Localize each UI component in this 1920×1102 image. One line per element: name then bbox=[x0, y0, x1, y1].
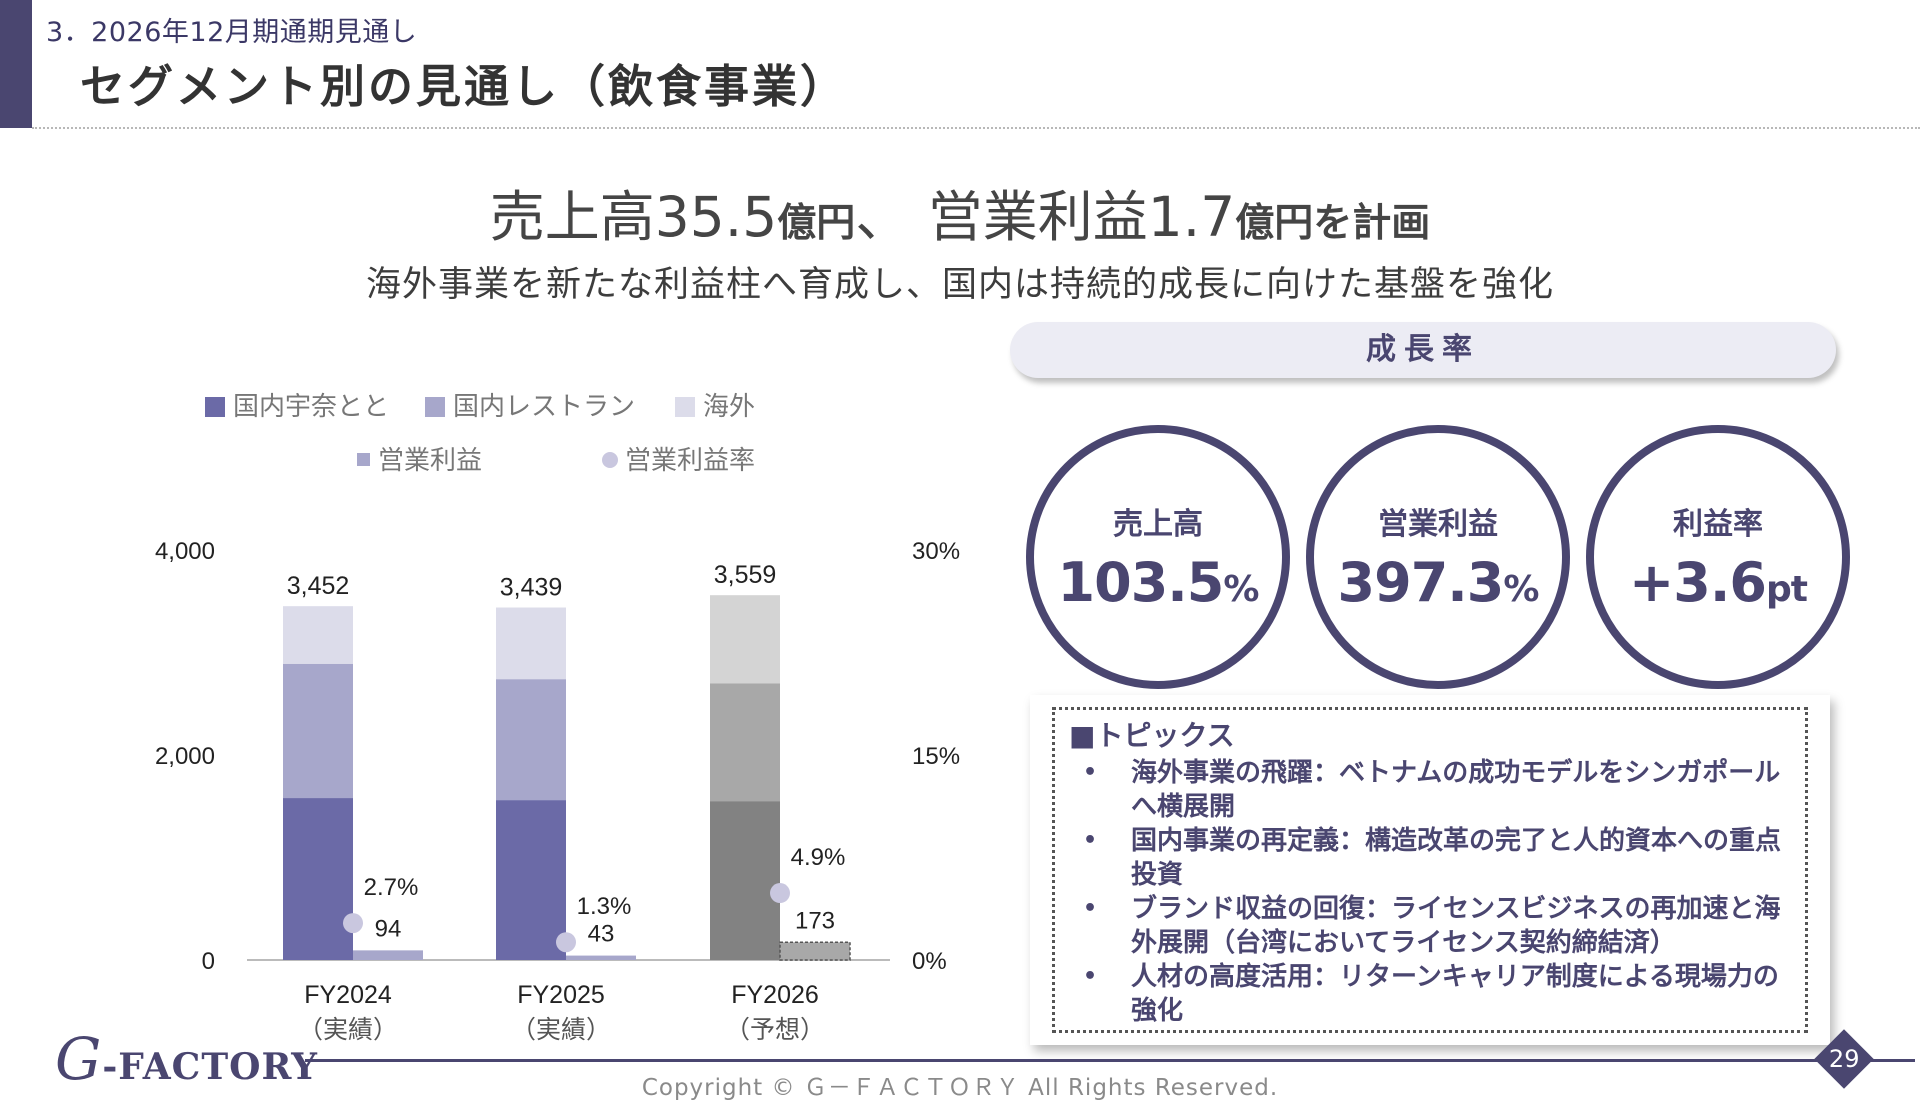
growth-rate-header: 成長率 bbox=[1010, 322, 1836, 378]
bar-segment bbox=[710, 801, 780, 960]
bar-segment bbox=[496, 679, 566, 801]
growth-number: 397.3 bbox=[1337, 551, 1505, 614]
topics-list: 海外事業の飛躍：ベトナムの成功モデルをシンガポールへ横展開 国内事業の再定義：構… bbox=[1069, 756, 1789, 1028]
growth-unit: % bbox=[1223, 569, 1259, 610]
topics-heading: ■トピックス bbox=[1069, 719, 1235, 752]
legend-swatch bbox=[357, 453, 370, 466]
legend-swatch bbox=[675, 397, 695, 417]
growth-number: +3.6 bbox=[1629, 551, 1767, 614]
growth-label: 営業利益 bbox=[1378, 507, 1498, 542]
headline-subtext: 海外事業を新たな利益柱へ育成し、国内は持続的成長に向けた基盤を強化 bbox=[365, 265, 1554, 305]
legend-label: 営業利益 bbox=[378, 445, 482, 475]
growth-value: 397.3% bbox=[1314, 551, 1562, 614]
footer-divider bbox=[305, 1059, 1915, 1062]
bar-segment bbox=[283, 798, 353, 960]
topic-item: ブランド収益の回復：ライセンスビジネスの再加速と海外展開（台湾においてライセンス… bbox=[1069, 892, 1789, 960]
op-profit-label: 43 bbox=[588, 921, 615, 948]
category-label: FY2026 bbox=[731, 981, 819, 1009]
headline-unit-1: 億円 bbox=[777, 201, 856, 246]
op-margin-label: 1.3% bbox=[577, 893, 632, 920]
growth-label: 売上高 bbox=[1113, 507, 1203, 542]
bar-total-label: 3,452 bbox=[287, 572, 350, 600]
bar-segment bbox=[496, 607, 566, 680]
headline-profit: 、 営業利益1.7 bbox=[855, 185, 1236, 249]
topics-panel: ■トピックス 海外事業の飛躍：ベトナムの成功モデルをシンガポールへ横展開 国内事… bbox=[1030, 695, 1830, 1045]
op-margin-point bbox=[770, 883, 790, 904]
op-margin-label: 4.9% bbox=[791, 844, 846, 871]
op-profit-bar bbox=[353, 950, 423, 960]
section-label: 3．2026年12月期通期見通し bbox=[46, 17, 418, 48]
growth-number: 103.5 bbox=[1057, 551, 1225, 614]
bar-segment bbox=[710, 595, 780, 684]
bar-segment bbox=[283, 606, 353, 664]
growth-circle-operating-profit: 営業利益 397.3% bbox=[1306, 425, 1570, 689]
headline-unit-2: 億円を計画 bbox=[1235, 201, 1431, 246]
axis-tick-right: 0% bbox=[912, 948, 947, 975]
growth-label: 利益率 bbox=[1673, 507, 1763, 542]
topics-frame: ■トピックス 海外事業の飛躍：ベトナムの成功モデルをシンガポールへ横展開 国内事… bbox=[1052, 707, 1808, 1033]
axis-tick-left: 4,000 bbox=[155, 538, 215, 565]
legend-label: 営業利益率 bbox=[625, 445, 755, 475]
op-profit-bar bbox=[566, 955, 636, 960]
axis-tick-right: 15% bbox=[912, 743, 960, 770]
growth-circle-sales: 売上高 103.5% bbox=[1026, 425, 1290, 689]
op-margin-point bbox=[343, 913, 363, 934]
growth-value: 103.5% bbox=[1034, 551, 1282, 614]
legend-label: 国内宇奈とと bbox=[233, 391, 389, 421]
op-profit-label: 173 bbox=[795, 907, 835, 934]
topic-item: 人材の高度活用：リターンキャリア制度による現場力の強化 bbox=[1069, 960, 1789, 1028]
topic-item: 海外事業の飛躍：ベトナムの成功モデルをシンガポールへ横展開 bbox=[1069, 756, 1789, 824]
legend-swatch bbox=[205, 397, 225, 417]
growth-value: +3.6pt bbox=[1594, 551, 1842, 614]
bar-total-label: 3,439 bbox=[500, 574, 563, 602]
op-profit-bar bbox=[779, 941, 851, 961]
category-note: （実績） bbox=[298, 1016, 398, 1044]
category-note: （実績） bbox=[511, 1016, 611, 1044]
legend-label: 国内レストラン bbox=[453, 391, 635, 421]
headline-sales: 売上高35.5 bbox=[489, 185, 778, 249]
bar-segment bbox=[710, 683, 780, 802]
category-note: （予想） bbox=[725, 1016, 825, 1044]
category-label: FY2025 bbox=[517, 981, 605, 1009]
op-profit-label: 94 bbox=[375, 915, 402, 942]
op-margin-label: 2.7% bbox=[364, 874, 419, 901]
topic-item: 国内事業の再定義：構造改革の完了と人的資本への重点投資 bbox=[1069, 824, 1789, 892]
category-label: FY2024 bbox=[304, 981, 392, 1009]
bar-segment bbox=[283, 663, 353, 799]
axis-tick-right: 30% bbox=[912, 538, 960, 565]
growth-unit: % bbox=[1503, 569, 1539, 610]
segment-chart: 国内宇奈とと 国内レストラン 海外営業利益 営業利益率 4,000 2,000 0 30% 15… bbox=[120, 380, 1000, 1060]
legend-label: 海外 bbox=[703, 391, 755, 421]
growth-circle-margin: 利益率 +3.6pt bbox=[1586, 425, 1850, 689]
growth-unit: pt bbox=[1765, 569, 1808, 610]
headline: 売上高35.5億円、 営業利益1.7億円を計画 bbox=[0, 172, 1920, 252]
title-accent-bar bbox=[0, 0, 32, 128]
legend-swatch bbox=[425, 397, 445, 417]
bar-segment bbox=[496, 800, 566, 960]
axis-tick-left: 2,000 bbox=[155, 743, 215, 770]
copyright: Copyright © Ｇ－ＦＡＣＴＯＲＹ All Rights Reserve… bbox=[641, 1075, 1279, 1101]
title-divider bbox=[32, 127, 1920, 129]
bar-total-label: 3,559 bbox=[714, 561, 777, 589]
page-title: セグメント別の見通し（飲食事業） bbox=[80, 60, 849, 113]
op-margin-point bbox=[556, 932, 576, 953]
axis-tick-left: 0 bbox=[202, 948, 215, 975]
legend-swatch bbox=[602, 452, 618, 468]
